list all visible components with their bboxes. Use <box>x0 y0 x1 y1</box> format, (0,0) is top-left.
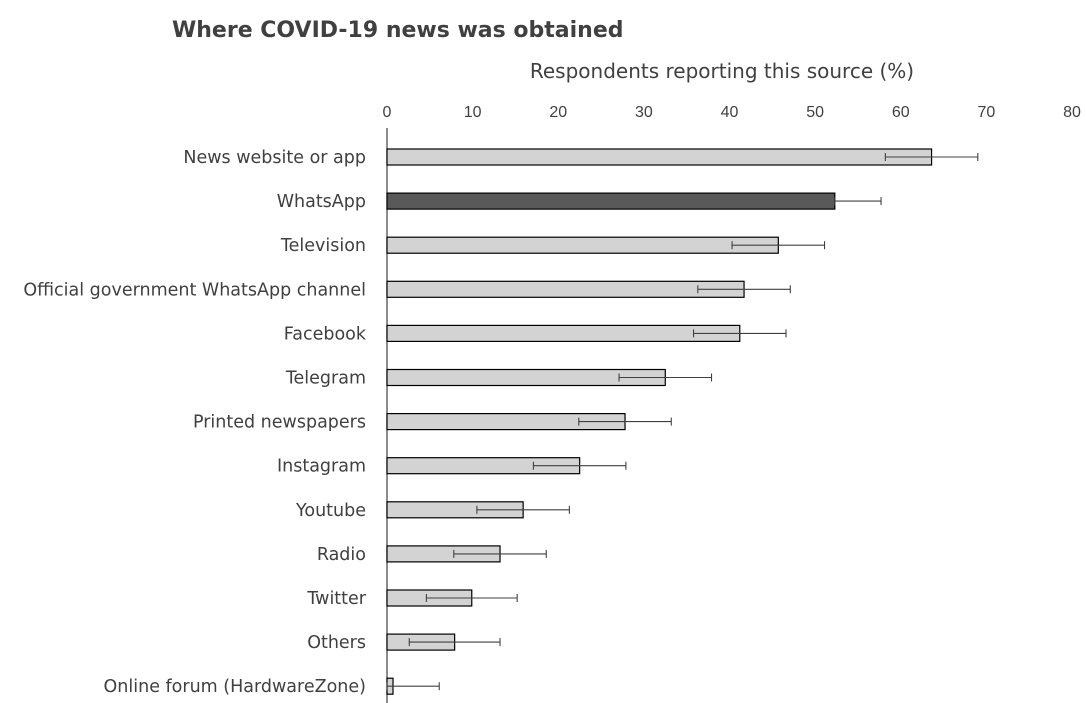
category-label: Instagram <box>277 457 366 477</box>
x-tick-label: 30 <box>635 104 653 121</box>
error-bar <box>692 329 787 338</box>
error-bar <box>731 241 826 250</box>
error-bar <box>425 594 518 602</box>
category-label: Youtube <box>295 501 366 521</box>
category-label: Printed newspapers <box>193 413 366 433</box>
x-tick-label: 80 <box>1063 104 1081 121</box>
category-label: Radio <box>317 545 366 565</box>
x-tick-label: 40 <box>721 104 739 121</box>
x-tick-label: 0 <box>383 104 392 121</box>
category-label: Telegram <box>285 369 366 389</box>
x-tick-label: 60 <box>892 104 910 121</box>
bar <box>386 148 933 166</box>
error-bar <box>834 197 882 206</box>
x-tick-label: 70 <box>977 104 995 121</box>
category-label: News website or app <box>183 148 366 168</box>
x-tick-label: 50 <box>806 104 824 121</box>
error-bar <box>476 505 570 514</box>
error-bar <box>578 417 672 426</box>
bar <box>386 324 741 342</box>
error-bar <box>884 153 979 161</box>
error-bars <box>386 153 979 691</box>
category-labels: News website or app WhatsApp Television Off… <box>23 148 367 697</box>
category-label: Twitter <box>306 589 366 609</box>
x-tick-label: 20 <box>549 104 567 121</box>
error-bar <box>532 461 627 470</box>
x-axis-label: Respondents reporting this source (%) <box>530 59 914 83</box>
category-label: Online forum (HardwareZone) <box>104 677 366 697</box>
bar <box>386 280 745 298</box>
x-axis-ticks: 0 10 20 30 40 50 60 70 80 <box>383 104 1081 121</box>
bar <box>386 236 779 254</box>
bars <box>386 148 933 695</box>
category-label: Facebook <box>284 324 367 344</box>
error-bar <box>386 682 440 691</box>
error-bar <box>697 285 791 294</box>
category-label: WhatsApp <box>277 192 366 212</box>
category-label: Others <box>307 633 366 653</box>
error-bar <box>453 549 547 558</box>
x-tick-label: 10 <box>464 104 482 121</box>
error-bar <box>618 373 713 382</box>
error-bar <box>408 638 501 647</box>
chart-title: Where COVID-19 news was obtained <box>172 18 624 43</box>
bar <box>386 192 836 210</box>
category-label: Official government WhatsApp channel <box>23 280 366 300</box>
category-label: Television <box>280 236 366 256</box>
